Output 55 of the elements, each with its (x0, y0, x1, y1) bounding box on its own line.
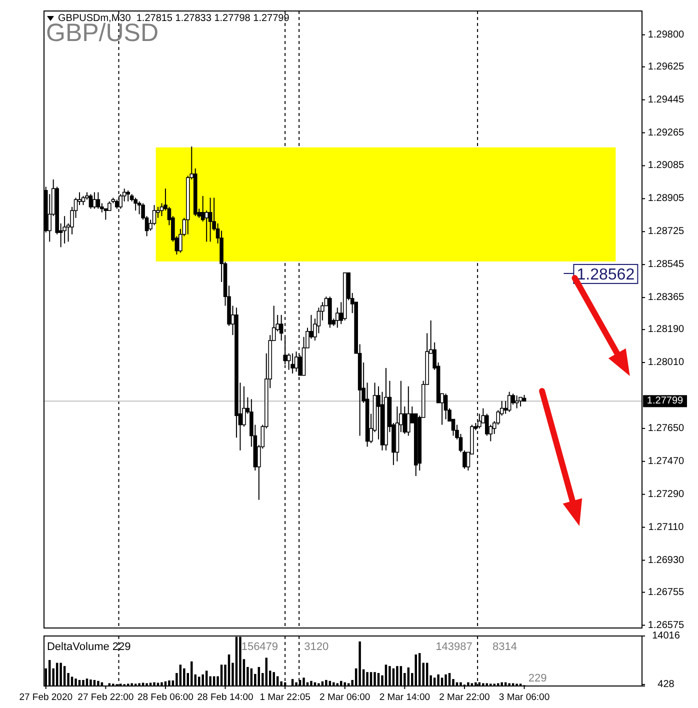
annotation: 229 (528, 672, 547, 684)
y-tick-label: 1.28365 (648, 292, 685, 304)
candlestick (88, 194, 93, 210)
candlestick (114, 199, 119, 210)
candlestick (108, 200, 112, 212)
y-tick-label: 1.26575 (648, 620, 685, 631)
y-tick-label: 1.27290 (648, 488, 685, 500)
candlestick (204, 210, 208, 242)
annotation: DeltaVolume 229 (46, 641, 131, 653)
band-label: 1.28562 (576, 266, 635, 284)
ref-line-label: 1.27799 (646, 396, 684, 407)
y-tick-label: 14016 (652, 630, 680, 642)
y-tick-label: 1.28190 (648, 324, 685, 336)
x-tick-label: 28 Feb 06:00 (137, 692, 194, 703)
y-tick-label: 1.28545 (648, 259, 685, 270)
x-tick-label: 1 Mar 22:05 (260, 692, 310, 703)
y-tick-label: 1.26930 (648, 554, 685, 566)
y-tick-label: 428 (658, 678, 675, 690)
annotation: 3120 (304, 641, 329, 653)
y-tick-label: 1.29800 (648, 29, 685, 40)
x-tick-label: 2 Mar 22:00 (439, 692, 490, 703)
y-tick-label: 1.29085 (648, 160, 685, 172)
y-tick-label: 1.28010 (648, 357, 685, 368)
x-tick-label: 2 Mar 06:00 (320, 692, 370, 703)
annotation: 8314 (492, 641, 517, 653)
candlestick (286, 352, 291, 370)
candlestick (92, 192, 96, 210)
candlestick (126, 190, 130, 202)
x-tick-label: 3 Mar 06:00 (498, 692, 550, 703)
y-tick-label: 1.28905 (648, 193, 685, 204)
y-tick-label: 1.29445 (648, 94, 685, 106)
candlestick (290, 352, 294, 374)
y-tick-label: 1.26755 (648, 586, 685, 598)
candlestick (518, 396, 522, 407)
y-tick-label: 1.28725 (648, 226, 685, 238)
candlestick (96, 192, 100, 210)
y-tick-label: 1.27650 (648, 422, 685, 434)
x-tick-label: 28 Feb 14:00 (197, 692, 254, 703)
x-tick-label: 2 Mar 14:00 (379, 692, 430, 703)
candlestick (208, 197, 212, 242)
candlestick (406, 386, 410, 436)
annotation: 143987 (436, 641, 472, 653)
candlestick (81, 195, 86, 206)
annotation: 156479 (241, 641, 278, 653)
y-tick-label: 1.27470 (648, 456, 685, 467)
y-tick-label: 1.29625 (648, 61, 685, 72)
x-tick-label: 27 Feb 2020 (19, 692, 73, 703)
y-tick-label: 1.27110 (648, 522, 684, 533)
candlestick (134, 197, 138, 212)
candlestick (514, 394, 519, 409)
candlestick (62, 216, 66, 244)
candlestick (507, 391, 512, 412)
candlestick (335, 307, 340, 328)
x-tick-label: 27 Feb 22:00 (78, 692, 134, 703)
y-tick-label: 1.29265 (648, 127, 685, 138)
